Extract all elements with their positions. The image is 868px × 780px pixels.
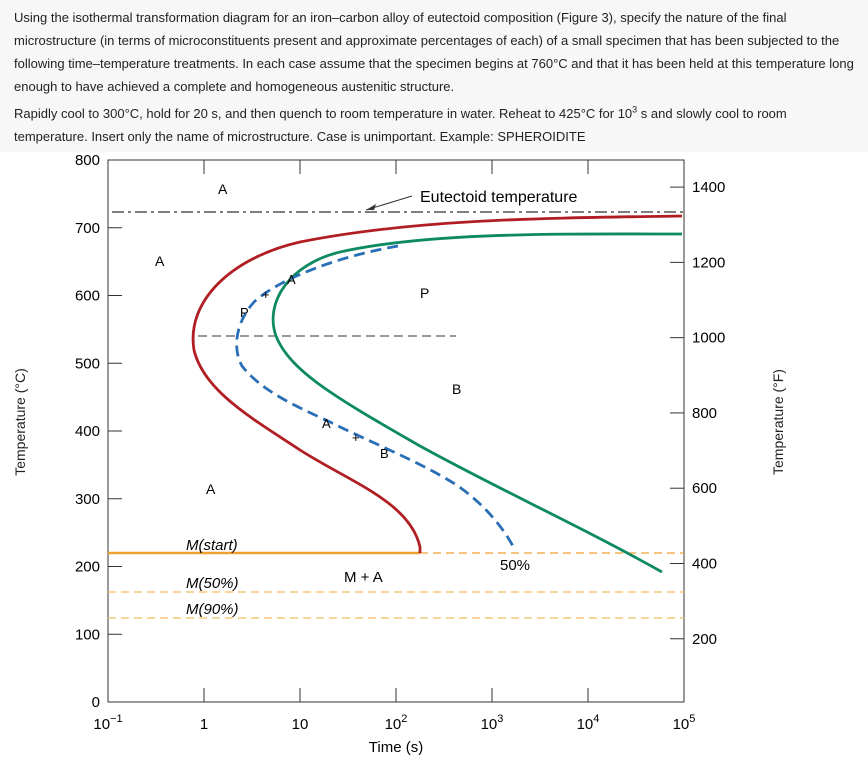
x-tick-label: 105 [673,713,696,733]
bainite-label: B [452,381,461,397]
it-diagram-svg: Eutectoid temperature A A A + P P B A + … [0,152,868,780]
austenite-label-left: A [155,253,165,269]
x-tick-label: 102 [385,713,408,733]
left-tick-label: 0 [92,694,100,711]
ab-bainite-label: B [380,446,389,461]
left-tick-label: 400 [75,423,100,440]
ap-austenite-label: A [287,272,296,287]
eutectoid-arrowhead [366,204,376,210]
right-tick-label: 200 [692,631,717,648]
eutectoid-label: Eutectoid temperature [420,189,578,206]
tick-marks [107,159,685,703]
ab-austenite-label: A [322,416,331,431]
question-text: Using the isothermal transformation diag… [0,0,868,152]
it-diagram-figure: Eutectoid temperature A A A + P P B A + … [0,152,868,780]
ab-plus-label: + [352,430,360,445]
transformation-start-curve [191,214,683,553]
question-p2-part-a: Rapidly cool to 300°C, hold for 20 s, an… [14,106,633,121]
x-tick-labels: 10−1 1 10 102 103 104 105 [93,713,695,733]
left-axis-label: Temperature (°C) [12,368,28,476]
fifty-percent-curve [235,244,517,551]
m50-label: M(50%) [186,575,239,592]
left-tick-label: 300 [75,491,100,508]
x-tick-label: 104 [577,713,600,733]
question-p2-sup: 3 [632,104,638,115]
austenite-label-top: A [218,181,228,197]
left-tick-label: 800 [75,152,100,169]
m-plus-a-label: M + A [344,569,383,586]
right-tick-label: 800 [692,405,717,422]
right-tick-label: 1400 [692,179,725,196]
x-axis-label: Time (s) [369,739,423,756]
x-tick-label: 103 [481,713,504,733]
austenite-label-low: A [206,481,216,497]
question-paragraph-2: Rapidly cool to 300°C, hold for 20 s, an… [14,102,854,148]
right-tick-label: 1200 [692,254,725,271]
question-paragraph-1: Using the isothermal transformation diag… [14,10,854,94]
ap-plus-label: + [262,287,270,302]
left-tick-labels: 0 100 200 300 400 500 600 700 800 [75,152,100,711]
right-tick-label: 1000 [692,330,725,347]
left-tick-label: 200 [75,559,100,576]
left-tick-label: 100 [75,626,100,643]
x-tick-label: 10−1 [93,713,122,733]
pearlite-label: P [420,285,429,301]
left-tick-label: 600 [75,288,100,305]
m90-label: M(90%) [186,601,239,618]
x-tick-label: 10 [292,716,309,733]
right-tick-labels: 200 400 600 800 1000 1200 1400 [692,179,725,648]
ap-pearlite-label: P [240,305,249,320]
left-tick-label: 700 [75,220,100,237]
transformation-finish-curve [271,232,683,574]
right-axis-label: Temperature (°F) [770,369,786,475]
figure-background [0,152,868,780]
x-tick-label: 1 [200,716,208,733]
right-tick-label: 600 [692,480,717,497]
left-tick-label: 500 [75,355,100,372]
m-start-label: M(start) [186,537,238,554]
right-tick-label: 400 [692,555,717,572]
question-p2-part-b: s and slowly cool to room temperature. I… [14,106,787,144]
fifty-percent-label: 50% [500,557,530,574]
